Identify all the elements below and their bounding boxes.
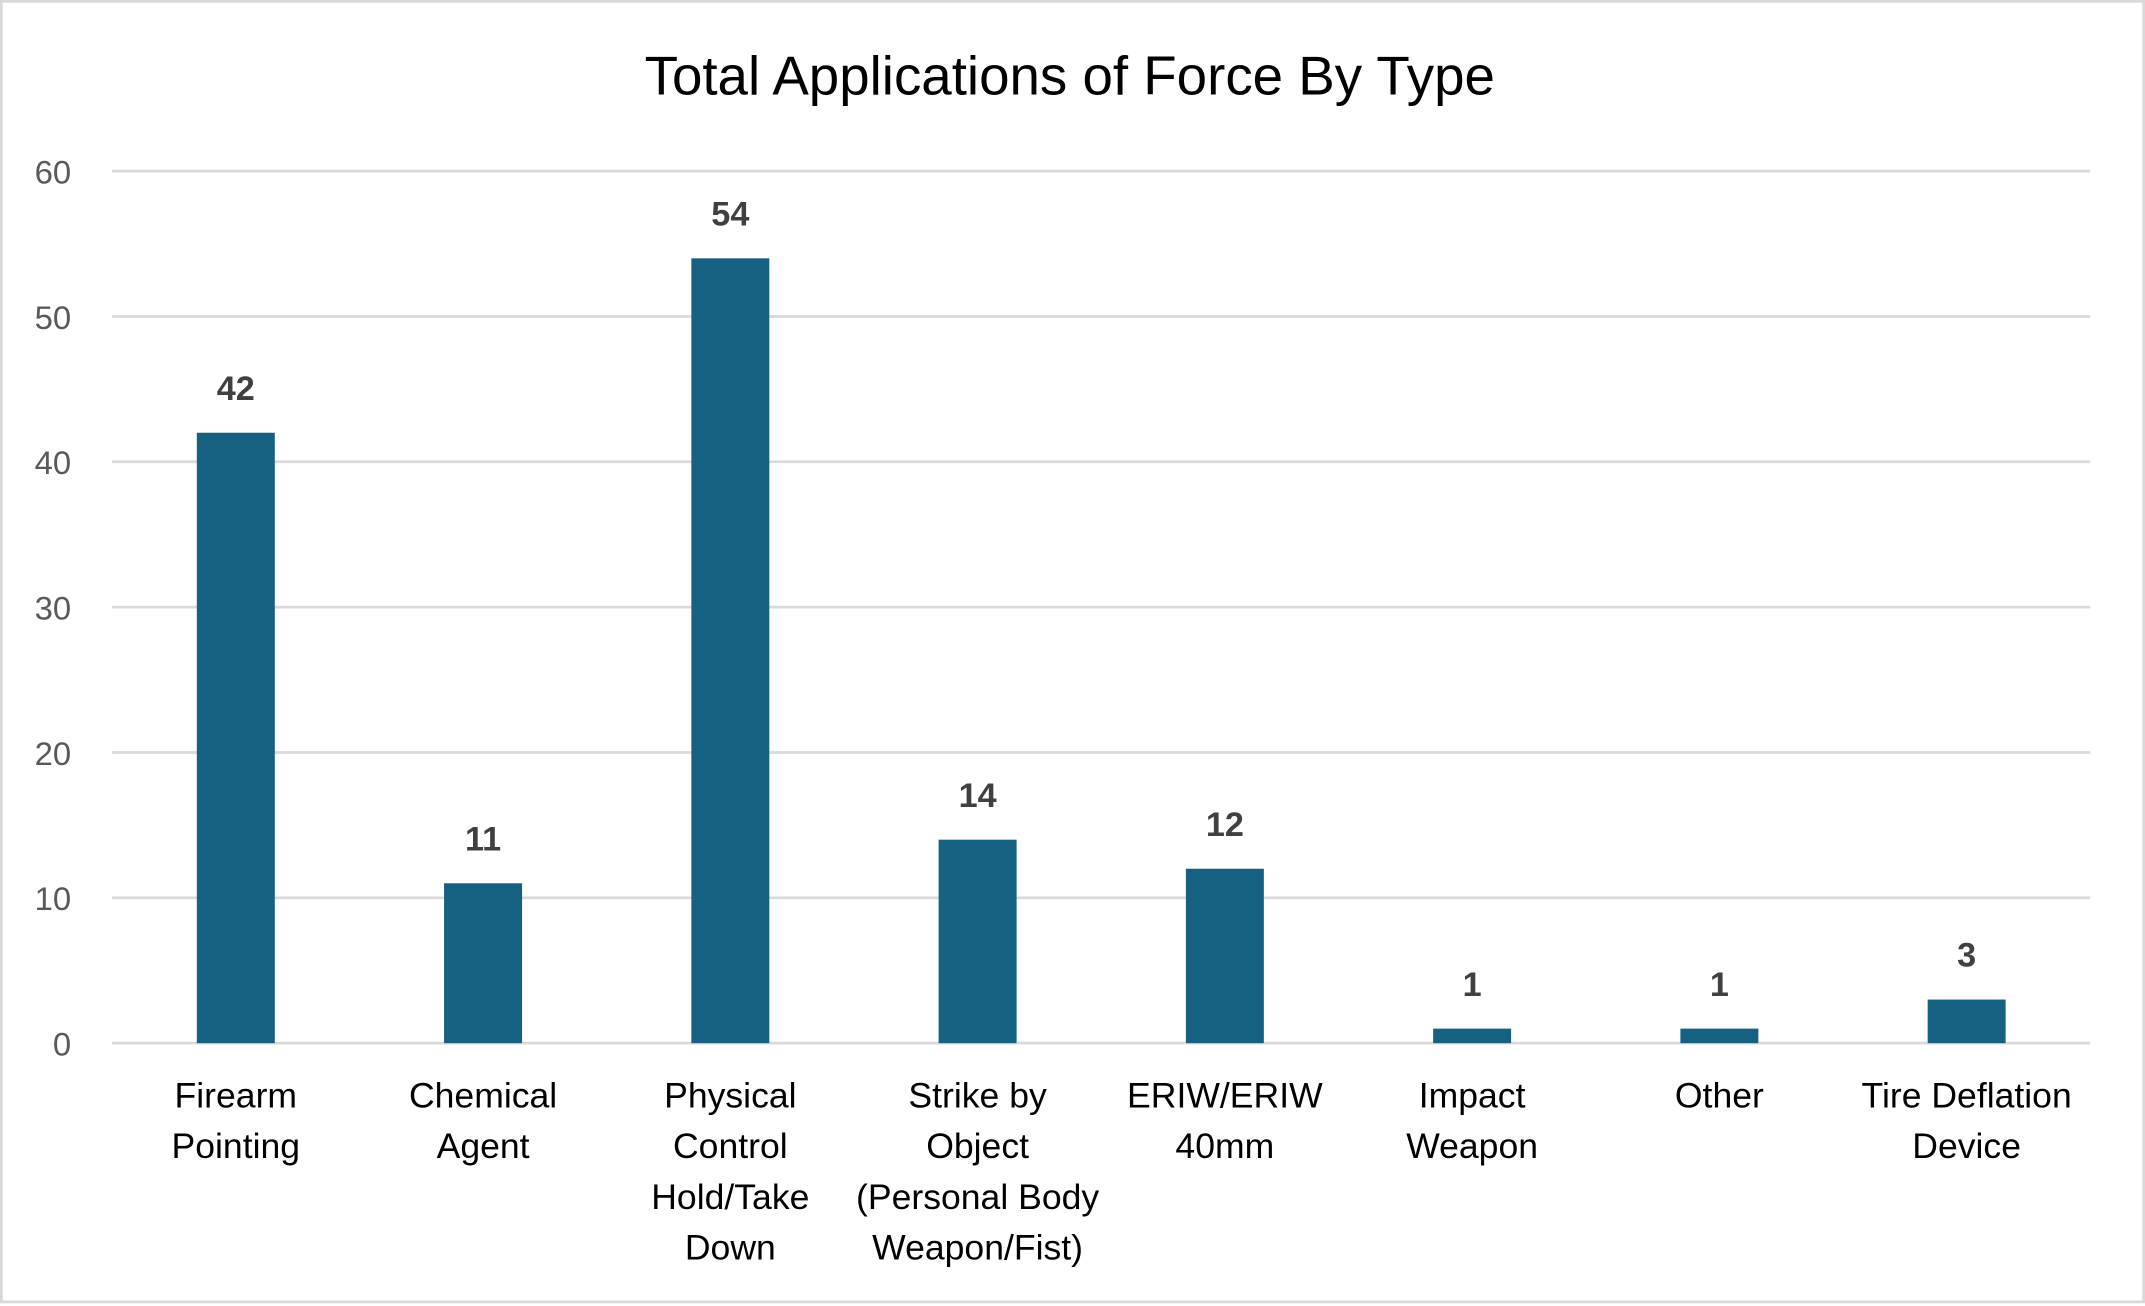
data-label: 11	[465, 820, 501, 858]
y-tick-label: 20	[35, 735, 72, 772]
data-label: 3	[1957, 937, 1976, 975]
bar	[691, 258, 770, 1044]
bar	[196, 432, 275, 1044]
x-tick-label: Other	[1675, 1075, 1764, 1115]
data-label: 54	[711, 195, 749, 233]
x-tick-label-line: Physical	[664, 1075, 796, 1115]
data-label: 12	[1206, 806, 1244, 844]
bar	[1433, 1028, 1512, 1044]
x-tick-label-line: Hold/Take	[651, 1177, 809, 1217]
y-tick-label: 0	[53, 1025, 71, 1062]
y-tick-label: 50	[35, 299, 72, 336]
x-tick-label-line: ERIW/ERIW	[1127, 1075, 1323, 1115]
data-label: 1	[1463, 966, 1482, 1004]
x-tick-label-line: Tire Deflation	[1862, 1075, 2072, 1115]
bar	[1185, 868, 1264, 1044]
x-tick-label: Tire Deflation Device	[1862, 1075, 2072, 1166]
y-tick-label: 10	[35, 880, 72, 917]
x-tick-label-line: Device	[1912, 1126, 2021, 1166]
y-tick-label: 40	[35, 444, 72, 481]
x-tick-label: Impact Weapon	[1406, 1075, 1538, 1166]
x-tick-label: Strike by Object (Personal Body Weapon/Fist…	[856, 1075, 1099, 1267]
x-tick-label-line: (Personal Body	[856, 1177, 1099, 1217]
bar	[444, 883, 523, 1044]
data-label: 14	[959, 777, 997, 815]
x-tick-label-line: Pointing	[172, 1126, 301, 1166]
x-tick-label-line: Control	[673, 1126, 788, 1166]
x-tick-label-line: 40mm	[1175, 1126, 1274, 1166]
x-tick-label-line: Agent	[437, 1126, 530, 1166]
chart-title: Total Applications of Force By Type	[645, 44, 1495, 106]
data-label: 1	[1710, 966, 1729, 1004]
x-tick-label-line: Chemical	[409, 1075, 557, 1115]
x-tick-label: ERIW/ERIW 40mm	[1127, 1075, 1323, 1166]
y-tick-label: 30	[35, 589, 72, 626]
data-label: 42	[217, 370, 255, 408]
bar	[938, 839, 1017, 1044]
x-tick-label: Firearm Pointing	[172, 1075, 301, 1166]
x-tick-label-line: Strike by	[908, 1075, 1047, 1115]
x-tick-label-line: Weapon/Fist)	[872, 1227, 1083, 1267]
y-tick-label: 60	[35, 153, 72, 190]
x-tick-label-line: Firearm	[175, 1075, 298, 1115]
x-tick-label: Physical Control Hold/Take Down	[651, 1075, 809, 1267]
x-tick-label-line: Down	[685, 1227, 776, 1267]
x-tick-label-line: Weapon	[1406, 1126, 1538, 1166]
bar	[1680, 1028, 1759, 1044]
x-tick-label-line: Object	[926, 1126, 1029, 1166]
x-tick-label-line: Impact	[1419, 1075, 1526, 1115]
x-tick-label: Chemical Agent	[409, 1075, 557, 1166]
bar	[1927, 999, 2006, 1044]
x-tick-label-line: Other	[1675, 1075, 1764, 1115]
